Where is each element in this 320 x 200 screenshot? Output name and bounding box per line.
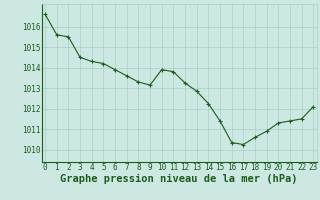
X-axis label: Graphe pression niveau de la mer (hPa): Graphe pression niveau de la mer (hPa) [60,174,298,184]
